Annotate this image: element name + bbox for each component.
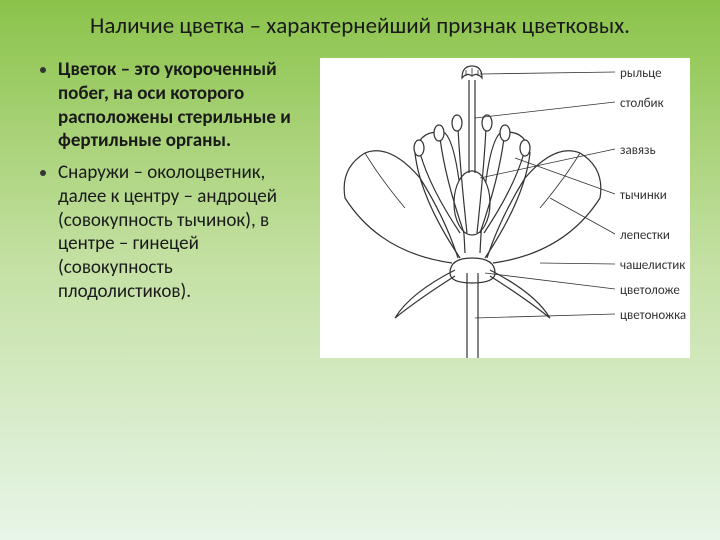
flower-diagram: рыльце столбик завязь тычинки лепестки чашели… (320, 58, 690, 358)
diagram-label: чашелистик (620, 258, 685, 273)
slide-title: Наличие цветка – характернейший признак … (0, 0, 720, 48)
content-area: Цветок – это укороченный побег, на оси к… (0, 48, 720, 358)
diagram-label: цветоложе (620, 283, 680, 298)
bullet-dot (40, 170, 46, 176)
diagram-label: цветоножка (620, 308, 686, 323)
bullet-item: Цветок – это укороченный побег, на оси к… (40, 58, 310, 153)
text-column: Цветок – это укороченный побег, на оси к… (40, 58, 320, 358)
bullet-text: Снаружи – околоцветник, далее к центру –… (58, 161, 310, 304)
bullet-dot (40, 67, 46, 73)
bullet-text: Цветок – это укороченный побег, на оси к… (58, 58, 310, 153)
diagram-column: рыльце столбик завязь тычинки лепестки чашели… (320, 58, 700, 358)
diagram-label: рыльце (620, 66, 662, 81)
diagram-label: лепестки (620, 228, 670, 243)
diagram-label: тычинки (620, 188, 667, 203)
diagram-label: столбик (620, 96, 664, 111)
bullet-item: Снаружи – околоцветник, далее к центру –… (40, 161, 310, 304)
diagram-label: завязь (620, 143, 656, 158)
